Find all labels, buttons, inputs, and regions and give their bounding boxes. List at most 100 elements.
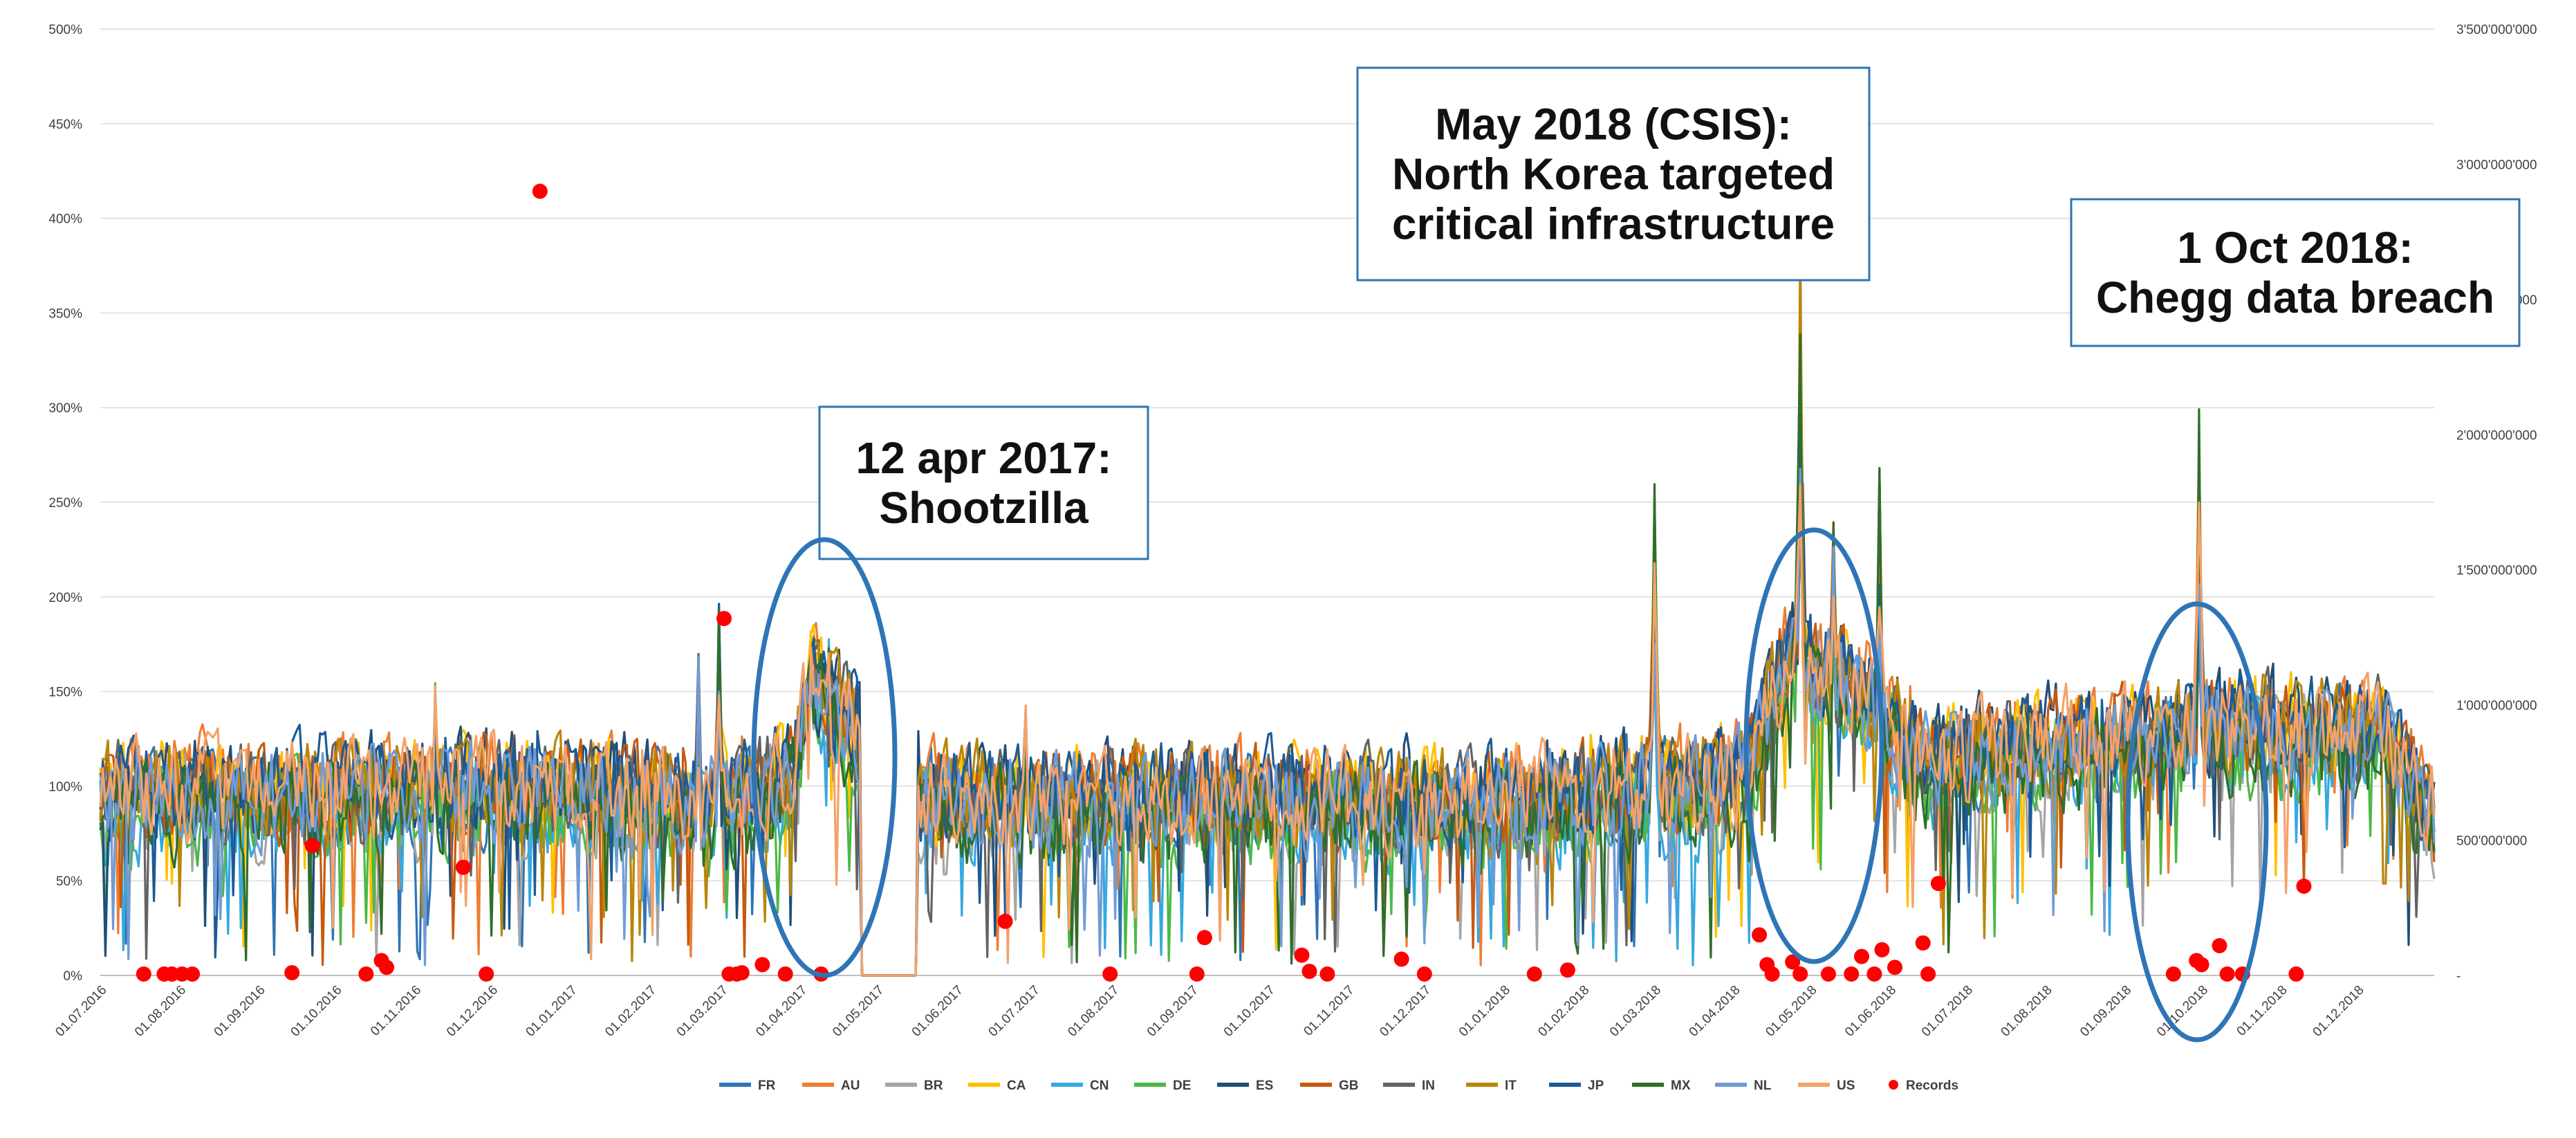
records-point	[777, 966, 793, 982]
records-point	[1874, 942, 1890, 957]
annotation-text: North Korea targeted	[1392, 149, 1835, 199]
y-tick-label: 150%	[48, 686, 82, 700]
legend-label: CA	[1007, 1079, 1026, 1093]
legend-swatch	[1889, 1080, 1898, 1090]
y-tick-label: 100%	[48, 780, 82, 794]
annotation-ellipse	[1743, 527, 1884, 964]
annotation-text: critical infrastructure	[1392, 199, 1835, 249]
records-point	[1915, 935, 1931, 951]
annotation-box	[1356, 66, 1871, 282]
legend-label: Records	[1906, 1079, 1958, 1093]
legend: FR AU BR CA CN DE ES GB IN IT JP MX NL US Records	[719, 1079, 1958, 1093]
y2-tick-label: 500'000'000	[2456, 834, 2527, 849]
series-line-us	[99, 484, 2436, 977]
y-tick-label: 350%	[48, 306, 82, 321]
records-point	[2219, 966, 2235, 982]
y2-tick-label: 2'000'000'000	[2456, 428, 2537, 443]
records-point	[1416, 966, 1432, 982]
y2-tick-label: 3'500'000'000	[2456, 23, 2537, 37]
records-point	[1820, 966, 1836, 982]
records-point	[2288, 966, 2304, 982]
legend-label: IN	[1422, 1079, 1435, 1093]
records-point	[754, 957, 770, 973]
y-tick-label: 500%	[48, 23, 82, 37]
records-point	[455, 859, 471, 875]
y2-tick-label: -	[2456, 969, 2461, 984]
records-point	[1844, 966, 1860, 982]
legend-label: AU	[841, 1079, 860, 1093]
records-point	[1764, 966, 1780, 982]
y2-tick-label: 1'000'000'000	[2456, 699, 2537, 713]
records-point	[2165, 966, 2181, 982]
records-point	[1294, 947, 1310, 963]
records-point	[358, 966, 374, 982]
records-point	[1393, 951, 1409, 967]
records-point	[1866, 966, 1882, 982]
annotation-text: Shootzilla	[879, 483, 1088, 533]
records-point	[1854, 948, 1869, 964]
annotation-text: May 2018 (CSIS):	[1435, 100, 1792, 149]
records-point	[185, 966, 201, 982]
records-point	[284, 965, 300, 981]
records-point	[1196, 930, 1212, 946]
records-point	[1559, 962, 1575, 978]
records-point	[2194, 957, 2209, 973]
records-point	[379, 960, 394, 975]
legend-label: JP	[1588, 1079, 1604, 1093]
legend-label: ES	[1256, 1079, 1273, 1093]
records-point	[734, 965, 750, 981]
annotation-box	[818, 405, 1149, 560]
series-lines	[99, 232, 2436, 977]
records-point	[1930, 876, 1946, 892]
legend-label: GB	[1339, 1079, 1359, 1093]
records-point	[479, 966, 494, 982]
records-point	[1792, 966, 1808, 982]
records-point	[2296, 879, 2312, 894]
records-point	[1301, 964, 1317, 980]
legend-label: BR	[924, 1079, 943, 1093]
y-axis-left: 0% 50% 100% 150% 200% 250% 300% 350% 400% 450% 500…	[48, 23, 82, 984]
annotations: 12 apr 2017:Shootzilla May 2018 (CSIS):No…	[751, 66, 2521, 1043]
records-point	[997, 913, 1013, 929]
legend-label: CN	[1090, 1079, 1109, 1093]
legend-label: MX	[1671, 1079, 1691, 1093]
records-point	[1526, 966, 1542, 982]
y-tick-label: 250%	[48, 496, 82, 511]
annotation-ellipse	[2125, 601, 2269, 1043]
records-point	[716, 611, 732, 627]
legend-label: IT	[1505, 1079, 1517, 1093]
records-point	[1752, 927, 1768, 943]
records-point	[1319, 966, 1335, 982]
records-points	[136, 183, 2312, 982]
annotation-text: Chegg data breach	[2096, 273, 2494, 322]
series-line-mx	[99, 333, 2436, 977]
annotation-ellipse	[751, 537, 898, 978]
y-tick-label: 450%	[48, 118, 82, 132]
records-point	[136, 966, 151, 982]
records-point	[2212, 938, 2227, 953]
y2-tick-label: 3'000'000'000	[2456, 158, 2537, 172]
records-point	[1102, 966, 1118, 982]
y-tick-label: 200%	[48, 591, 82, 605]
records-point	[1887, 960, 1902, 975]
annotation-text: 12 apr 2017:	[855, 433, 1111, 483]
records-point	[1189, 966, 1205, 982]
y-tick-label: 0%	[64, 969, 83, 984]
y-tick-label: 300%	[48, 401, 82, 416]
records-point	[304, 838, 320, 854]
legend-label: FR	[758, 1079, 776, 1093]
annotation-box	[2070, 198, 2521, 347]
annotation-text: 1 Oct 2018:	[2177, 223, 2413, 273]
legend-label: DE	[1173, 1079, 1191, 1093]
records-point	[532, 183, 548, 199]
legend-label: US	[1837, 1079, 1855, 1093]
y-tick-label: 400%	[48, 212, 82, 227]
records-point	[1920, 966, 1936, 982]
y-tick-label: 50%	[56, 874, 82, 889]
legend-label: NL	[1754, 1079, 1772, 1093]
y2-tick-label: 1'500'000'000	[2456, 564, 2537, 578]
records-point	[1785, 954, 1801, 970]
